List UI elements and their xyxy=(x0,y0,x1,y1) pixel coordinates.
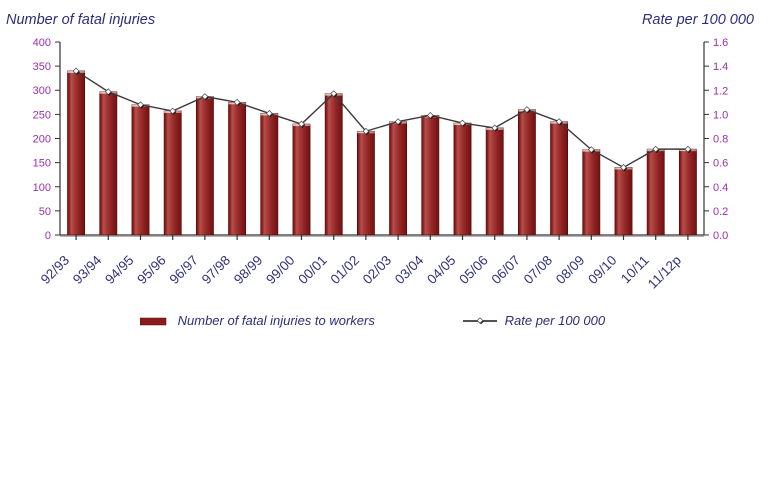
svg-text:1.0: 1.0 xyxy=(713,109,728,121)
svg-text:99/00: 99/00 xyxy=(263,253,298,288)
svg-text:150: 150 xyxy=(33,158,51,170)
svg-text:11/12p: 11/12p xyxy=(645,253,684,292)
svg-text:1.4: 1.4 xyxy=(713,61,728,73)
svg-text:0.0: 0.0 xyxy=(713,230,728,242)
svg-text:1.6: 1.6 xyxy=(713,37,728,49)
svg-text:0.2: 0.2 xyxy=(713,206,728,218)
svg-text:94/95: 94/95 xyxy=(102,253,137,288)
svg-text:05/06: 05/06 xyxy=(456,253,491,288)
svg-text:00/01: 00/01 xyxy=(295,253,330,288)
svg-text:100: 100 xyxy=(33,182,51,194)
svg-text:93/94: 93/94 xyxy=(70,252,105,287)
svg-text:02/03: 02/03 xyxy=(360,253,395,288)
svg-text:06/07: 06/07 xyxy=(489,253,524,288)
svg-text:200: 200 xyxy=(33,134,51,146)
svg-text:300: 300 xyxy=(33,85,51,97)
svg-text:96/97: 96/97 xyxy=(167,253,202,288)
svg-text:08/09: 08/09 xyxy=(553,253,588,288)
svg-text:04/05: 04/05 xyxy=(424,253,459,288)
svg-text:95/96: 95/96 xyxy=(134,253,169,288)
svg-text:350: 350 xyxy=(33,61,51,73)
svg-text:50: 50 xyxy=(39,206,51,218)
svg-text:07/08: 07/08 xyxy=(521,253,556,288)
svg-text:01/02: 01/02 xyxy=(328,253,363,288)
svg-text:97/98: 97/98 xyxy=(199,253,234,288)
svg-text:09/10: 09/10 xyxy=(585,253,620,288)
svg-text:92/93: 92/93 xyxy=(38,253,73,288)
svg-text:0.4: 0.4 xyxy=(713,182,728,194)
svg-text:03/04: 03/04 xyxy=(392,252,427,287)
svg-text:400: 400 xyxy=(33,37,51,49)
svg-text:0.8: 0.8 xyxy=(713,134,728,146)
svg-text:250: 250 xyxy=(33,109,51,121)
svg-text:0: 0 xyxy=(45,230,51,242)
svg-text:98/99: 98/99 xyxy=(231,253,266,288)
svg-text:1.2: 1.2 xyxy=(713,85,728,97)
svg-text:0.6: 0.6 xyxy=(713,158,728,170)
